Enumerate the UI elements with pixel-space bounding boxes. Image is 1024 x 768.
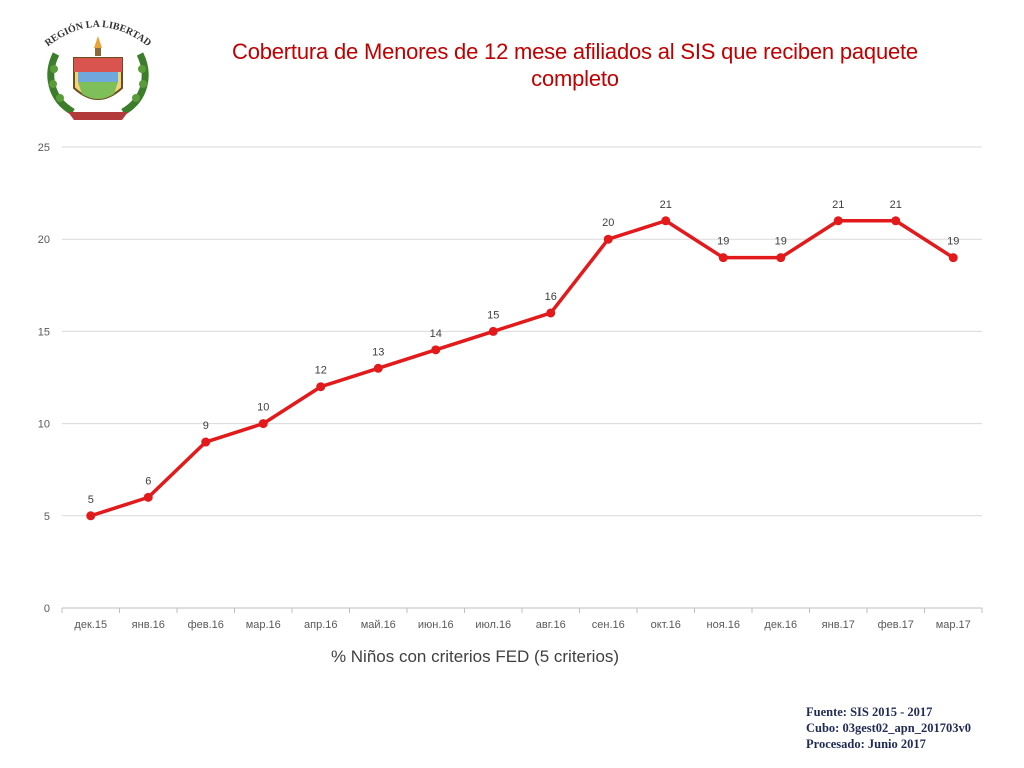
data-label: 14	[430, 328, 442, 340]
data-label: 19	[717, 236, 729, 248]
y-tick-label: 15	[38, 326, 50, 338]
data-point	[546, 308, 556, 318]
x-tick-label: окт.16	[651, 619, 681, 631]
data-point	[373, 363, 383, 373]
x-tick-label: ноя.16	[707, 619, 740, 631]
data-point	[603, 234, 613, 244]
x-tick-label: янв.16	[132, 619, 165, 631]
data-point	[948, 253, 958, 263]
data-point	[833, 216, 843, 226]
data-label: 9	[203, 420, 209, 432]
x-tick-label: мар.16	[246, 619, 281, 631]
data-label: 21	[832, 199, 844, 211]
data-point	[316, 382, 326, 392]
series-line	[89, 219, 955, 518]
x-tick-label: сен.16	[592, 619, 625, 631]
x-tick-label: мар.17	[936, 619, 971, 631]
data-label: 6	[145, 475, 151, 487]
data-label: 15	[487, 309, 499, 321]
data-point	[488, 326, 498, 336]
x-tick-label: июл.16	[475, 619, 511, 631]
processed-line: Procesado: Junio 2017	[806, 737, 926, 751]
data-label: 13	[372, 346, 384, 358]
x-tick-label: апр.16	[304, 619, 337, 631]
data-point	[86, 511, 96, 521]
x-tick-label: дек.15	[74, 619, 107, 631]
region-emblem-logo: REGIÓN LA LIBERTAD	[43, 19, 153, 120]
y-tick-label: 25	[38, 142, 50, 154]
data-label: 5	[88, 494, 94, 506]
data-point	[258, 419, 268, 429]
legend-series-label: % Niños con criterios FED (5 criterios)	[330, 647, 620, 666]
data-point	[143, 492, 153, 502]
data-point	[201, 437, 211, 447]
chart-title: Cobertura de Menores de 12 mese afiliado…	[232, 39, 918, 91]
data-label: 21	[660, 199, 672, 211]
data-label: 12	[315, 365, 327, 377]
data-label: 19	[947, 236, 959, 248]
data-point	[776, 253, 786, 263]
x-tick-label: фев.17	[878, 619, 914, 631]
data-label: 10	[257, 402, 269, 414]
source-line: Fuente: SIS 2015 - 2017	[806, 705, 933, 719]
source-block: Fuente: SIS 2015 - 2017 Cubo: 03gest02_a…	[806, 704, 971, 752]
data-label: 16	[545, 291, 557, 303]
x-tick-label: май.16	[361, 619, 396, 631]
cube-line: Cubo: 03gest02_apn_201703v0	[806, 721, 971, 735]
data-point	[431, 345, 441, 355]
x-tick-label: июн.16	[418, 619, 454, 631]
data-point	[718, 253, 728, 263]
y-tick-label: 0	[44, 603, 50, 615]
x-tick-label: янв.17	[822, 619, 855, 631]
y-tick-label: 20	[38, 234, 50, 246]
y-tick-label: 5	[44, 511, 50, 523]
x-tick-label: дек.16	[764, 619, 797, 631]
x-tick-label: авг.16	[536, 619, 566, 631]
data-label: 19	[775, 236, 787, 248]
data-point	[891, 216, 901, 226]
y-tick-label: 10	[38, 419, 50, 431]
data-label: 20	[602, 217, 614, 229]
data-point	[661, 216, 671, 226]
data-label: 21	[890, 199, 902, 211]
x-tick-label: фев.16	[188, 619, 224, 631]
